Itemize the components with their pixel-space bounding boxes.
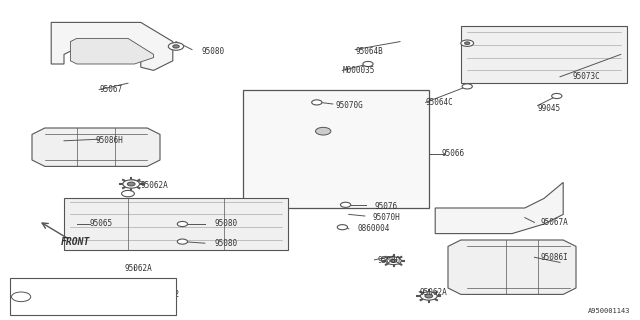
Circle shape <box>177 239 188 244</box>
Text: 1: 1 <box>19 294 23 300</box>
Circle shape <box>340 202 351 207</box>
Circle shape <box>316 127 331 135</box>
Polygon shape <box>448 240 576 294</box>
Text: 95066: 95066 <box>442 149 465 158</box>
Circle shape <box>552 93 562 99</box>
Text: 95064B: 95064B <box>355 47 383 56</box>
Circle shape <box>337 225 348 230</box>
FancyBboxPatch shape <box>10 278 176 315</box>
Text: W130105 ('13MY-'13MY1301): W130105 ('13MY-'13MY1301) <box>34 288 127 293</box>
Text: 95080: 95080 <box>214 239 237 248</box>
Text: 95086I: 95086I <box>541 253 568 262</box>
Text: 99045*AC'13MY1301- >: 99045*AC'13MY1301- > <box>34 302 109 308</box>
Circle shape <box>168 43 184 50</box>
Text: 95062A: 95062A <box>419 288 447 297</box>
Text: 95080: 95080 <box>214 220 237 228</box>
Polygon shape <box>461 26 627 83</box>
Polygon shape <box>32 128 160 166</box>
Circle shape <box>390 259 397 262</box>
Text: 95065: 95065 <box>90 220 113 228</box>
Text: 95076: 95076 <box>374 202 397 211</box>
Text: 95067: 95067 <box>99 85 122 94</box>
Circle shape <box>425 294 433 298</box>
Circle shape <box>312 100 322 105</box>
Text: 0860004: 0860004 <box>357 224 390 233</box>
Text: 95062: 95062 <box>157 290 180 299</box>
Polygon shape <box>64 198 288 250</box>
Text: 99045: 99045 <box>538 104 561 113</box>
Text: A950001143: A950001143 <box>588 308 630 314</box>
Circle shape <box>420 292 437 300</box>
Text: 95070H: 95070H <box>372 213 400 222</box>
Text: FRONT: FRONT <box>61 237 90 247</box>
Circle shape <box>461 40 474 46</box>
Circle shape <box>123 180 140 188</box>
Circle shape <box>465 42 470 44</box>
Circle shape <box>173 45 179 48</box>
Circle shape <box>363 61 373 67</box>
Text: 95086H: 95086H <box>96 136 124 145</box>
Circle shape <box>12 292 31 301</box>
Circle shape <box>122 190 134 197</box>
Polygon shape <box>51 22 173 70</box>
Polygon shape <box>70 38 154 64</box>
Text: 95062A: 95062A <box>125 264 152 273</box>
Polygon shape <box>243 90 429 208</box>
Text: 95073C: 95073C <box>573 72 600 81</box>
Circle shape <box>127 182 135 186</box>
Text: 95080: 95080 <box>378 256 401 265</box>
Text: 95064C: 95064C <box>426 98 453 107</box>
Circle shape <box>462 84 472 89</box>
Text: M000035: M000035 <box>342 66 375 75</box>
Circle shape <box>386 257 401 265</box>
Circle shape <box>177 221 188 227</box>
Text: 95080: 95080 <box>202 47 225 56</box>
Text: 95062A: 95062A <box>141 181 168 190</box>
Text: 95067A: 95067A <box>541 218 568 227</box>
Text: 95070G: 95070G <box>336 101 364 110</box>
Polygon shape <box>435 182 563 234</box>
